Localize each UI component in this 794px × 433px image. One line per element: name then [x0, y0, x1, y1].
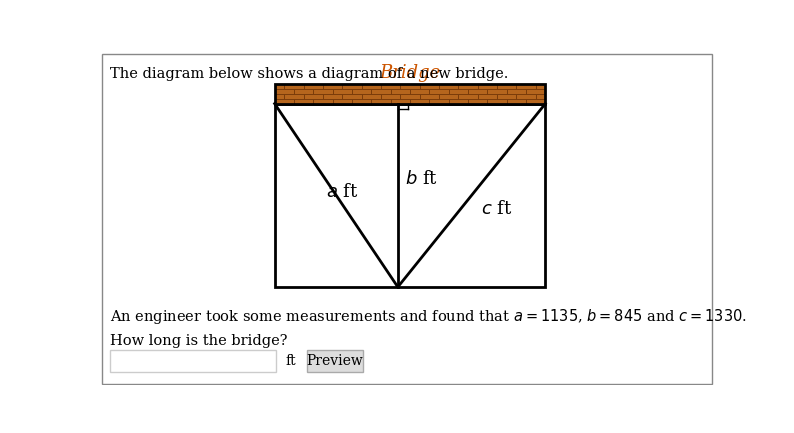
Bar [275, 84, 545, 103]
Text: Bridge: Bridge [380, 64, 441, 82]
Bar [307, 350, 363, 372]
Bar [275, 84, 545, 103]
Text: Preview: Preview [306, 354, 364, 368]
Text: ft: ft [286, 354, 296, 368]
Text: $b$ ft: $b$ ft [405, 170, 438, 187]
Text: $a$ ft: $a$ ft [326, 183, 359, 201]
Bar [275, 103, 545, 287]
Text: The diagram below shows a diagram of a new bridge.: The diagram below shows a diagram of a n… [110, 67, 509, 81]
Text: An engineer took some measurements and found that $a = 1135$, $b = 845$ and $c =: An engineer took some measurements and f… [110, 307, 747, 326]
Bar [110, 350, 276, 372]
Text: How long is the bridge?: How long is the bridge? [110, 334, 288, 348]
Text: $c$ ft: $c$ ft [480, 200, 512, 218]
